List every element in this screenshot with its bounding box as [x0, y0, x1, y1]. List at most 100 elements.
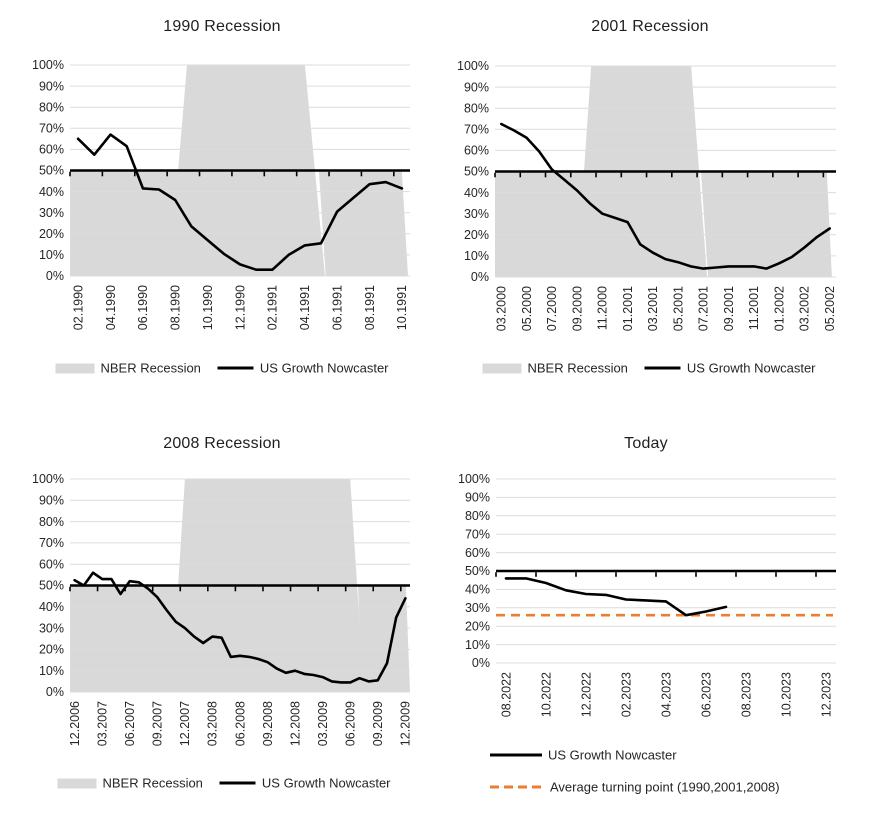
today-plot: 0% 10% 20% 30% 40% 50% 60% 70% 80% 90% 100% 08.2022… [458, 472, 836, 717]
x-tick-label: 10.1990 [201, 285, 215, 330]
legend-label: US Growth Nowcaster [548, 747, 677, 763]
chart-1990-recession: 1990 Recession 0% 10% 20% 30% 40% 50% 60% 70% 80… [0, 0, 446, 400]
legend-dash-sample [490, 785, 544, 789]
y-tick-label: 10% [464, 249, 489, 263]
legend-item: US Growth Nowcaster [217, 360, 389, 376]
nowcaster-line [76, 133, 404, 272]
x-tick-label: 10.2023 [779, 672, 793, 717]
chart-today: Today 0% 10% 20% 30% 40% 50% 60% 70% 80% 90% 100% 0… [446, 410, 892, 813]
y-tick-label: 0% [46, 269, 64, 283]
y-tick-label: 0% [472, 656, 490, 670]
y-tick-label: 70% [39, 122, 64, 136]
y-tick-label: 0% [471, 270, 489, 284]
x-tick-label: 10.1991 [395, 285, 409, 330]
y-tick-label: 50% [39, 164, 64, 178]
legend: Average turning point (1990,2001,2008) [490, 780, 780, 795]
chart-title: 2008 Recession [163, 435, 281, 452]
legend-item: Average turning point (1990,2001,2008) [490, 780, 780, 795]
y-tick-label: 80% [464, 101, 489, 115]
x-tick-label: 03.2002 [798, 286, 812, 331]
x-tick-label: 09.2007 [151, 701, 165, 746]
recession-area [318, 170, 408, 276]
x-tick-label: 06.2009 [344, 701, 358, 746]
y-tick-label: 100% [457, 59, 489, 73]
recession-1990-plot: 0% 10% 20% 30% 40% 50% 60% 70% 80% 90% 100% 02.1990… [32, 58, 410, 330]
legend-label: US Growth Nowcaster [259, 360, 389, 376]
x-tick-label: 04.2023 [659, 672, 673, 717]
nowcaster-line [73, 571, 407, 684]
recession-2008-plot: 0% 10% 20% 30% 40% 50% 60% 70% 80% 90% 100% 12.2006… [32, 472, 413, 746]
x-tick-label: 03.2008 [206, 701, 220, 746]
legend: NBER Recession US Growth Nowcaster [57, 775, 391, 791]
y-tick-label: 100% [32, 58, 64, 72]
x-tick-label: 03.2000 [495, 286, 509, 331]
x-tick-label: 04.1990 [104, 285, 118, 330]
legend-item: US Growth Nowcaster [644, 360, 816, 376]
legend-item: US Growth Nowcaster [219, 776, 391, 791]
legend-line-sample [490, 753, 542, 757]
chart-title: Today [624, 435, 668, 452]
y-tick-label: 40% [39, 185, 64, 199]
y-tick-label: 100% [32, 472, 64, 486]
legend: NBER Recession US Growth Nowcaster [482, 360, 816, 376]
legend-label: US Growth Nowcaster [686, 360, 816, 376]
x-tick-label: 06.2008 [233, 701, 247, 746]
y-tick-label: 20% [464, 228, 489, 242]
x-tick-label: 07.2001 [697, 286, 711, 331]
y-tick-label: 20% [39, 643, 64, 657]
legend-item: NBER Recession [482, 360, 628, 376]
y-tick-label: 60% [39, 557, 64, 571]
y-tick-label: 90% [39, 494, 64, 508]
x-tick-label: 04.1991 [298, 285, 312, 330]
x-tick-label: 05.2000 [520, 286, 534, 331]
x-tick-label: 09.2000 [570, 286, 584, 331]
legend-label: NBER Recession [527, 360, 628, 376]
x-tick-label: 05.2002 [823, 286, 837, 331]
y-tick-label: 50% [465, 564, 490, 578]
y-tick-label: 60% [464, 144, 489, 158]
y-tick-label: 10% [39, 248, 64, 262]
legend-label: Average turning point (1990,2001,2008) [550, 779, 780, 795]
y-tick-label: 80% [465, 509, 490, 523]
x-tick-label: 12.2023 [819, 672, 833, 717]
legend-swatch-recession [57, 778, 97, 788]
legend-item: NBER Recession [57, 775, 203, 791]
y-tick-label: 30% [39, 621, 64, 635]
x-tick-label: 02.1990 [71, 285, 85, 330]
x-tick-label: 03.2009 [316, 701, 330, 746]
x-tick-label: 03.2001 [646, 286, 660, 331]
y-tick-label: 70% [465, 527, 490, 541]
legend-label: NBER Recession [102, 775, 203, 791]
y-tick-label: 80% [39, 100, 64, 114]
x-tick-label: 08.2022 [499, 672, 513, 717]
y-tick-label: 70% [39, 536, 64, 550]
y-tick-label: 60% [465, 546, 490, 560]
x-tick-label: 02.1991 [266, 285, 280, 330]
x-tick-label: 01.2001 [621, 286, 635, 331]
x-tick-label: 08.2023 [739, 672, 753, 717]
legend-swatch-recession [55, 363, 95, 373]
x-tick-label: 06.2007 [123, 701, 137, 746]
x-tick-label: 10.2022 [539, 672, 553, 717]
x-tick-label: 03.2007 [96, 701, 110, 746]
legend-line-sample [644, 366, 681, 370]
legend-swatch-recession [482, 363, 522, 373]
legend-line-sample [217, 366, 254, 370]
y-tick-label: 90% [39, 79, 64, 93]
x-tick-label: 06.1990 [136, 285, 150, 330]
y-tick-label: 70% [464, 123, 489, 137]
x-tick-label: 12.2007 [178, 701, 192, 746]
recession-area [701, 171, 832, 277]
y-tick-label: 90% [465, 491, 490, 505]
y-tick-label: 0% [46, 685, 64, 699]
x-tick-label: 07.2000 [545, 286, 559, 331]
chart-2008-recession: 2008 Recession 0% 10% 20% 30% 40% 50% 60% 70% 80… [0, 410, 446, 813]
y-tick-label: 40% [465, 583, 490, 597]
x-tick-label: 12.2009 [399, 701, 413, 746]
legend-item: NBER Recession [55, 361, 201, 376]
x-tick-label: 09.2008 [261, 701, 275, 746]
y-tick-label: 50% [464, 165, 489, 179]
y-tick-label: 40% [464, 186, 489, 200]
y-tick-label: 10% [465, 638, 490, 652]
x-tick-label: 12.2006 [68, 701, 82, 746]
